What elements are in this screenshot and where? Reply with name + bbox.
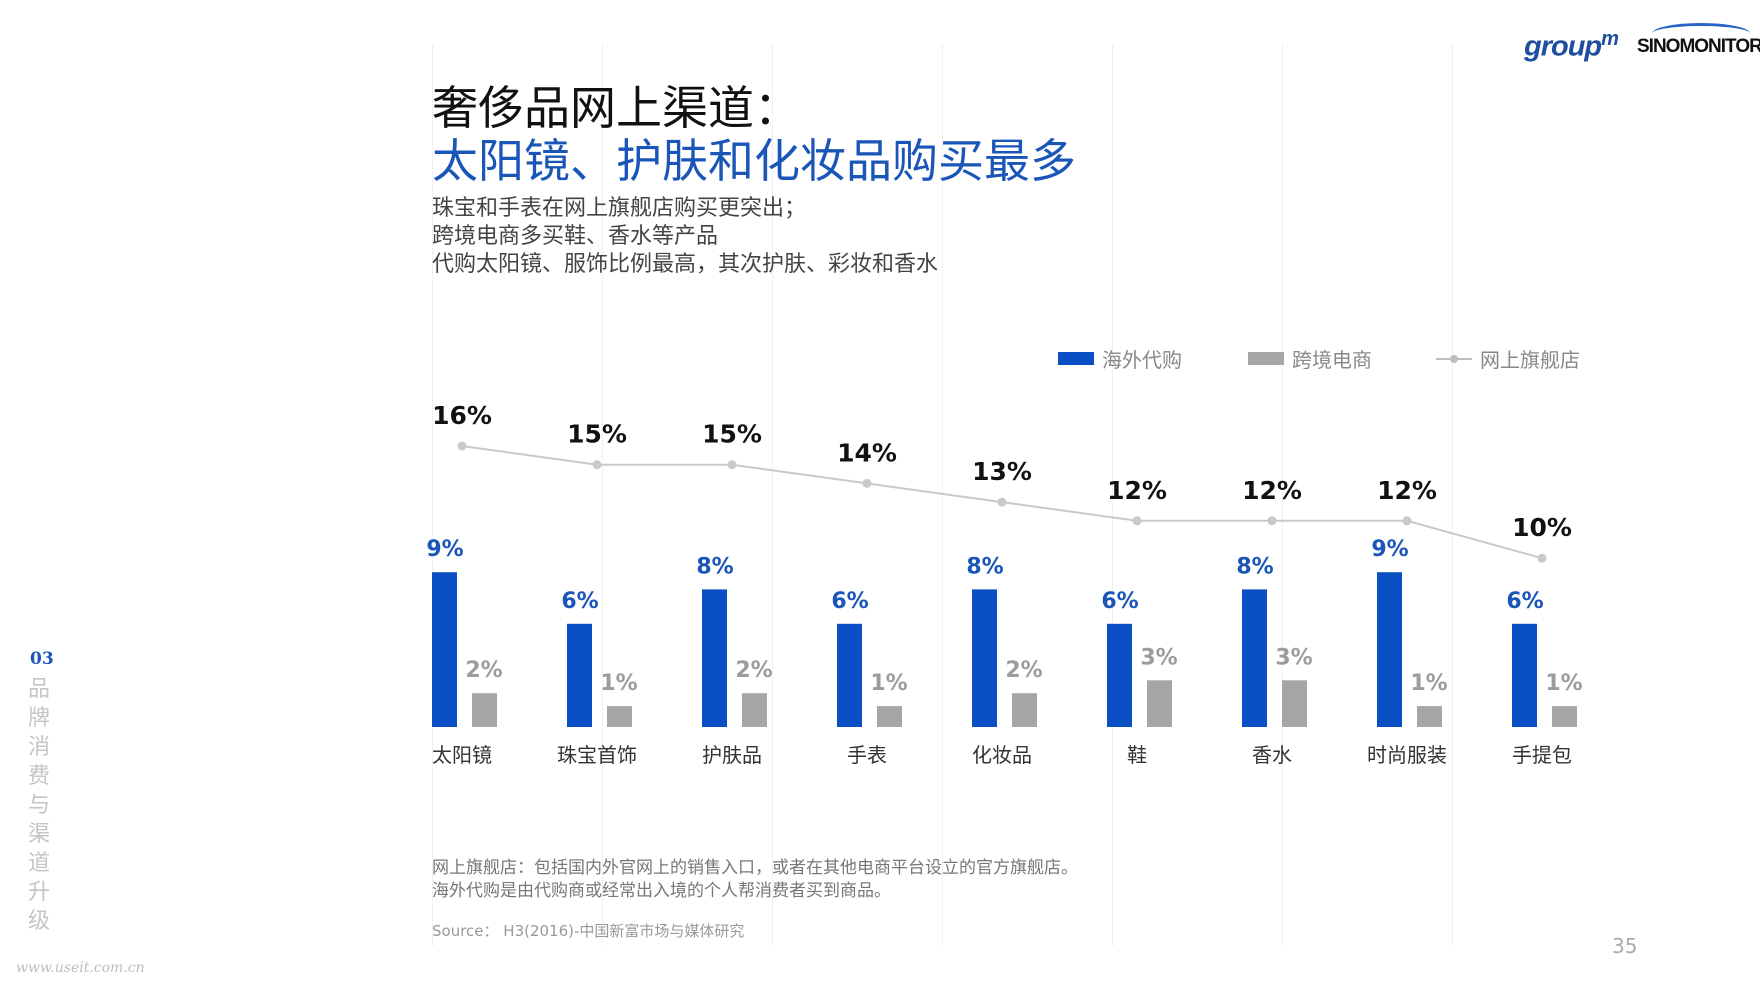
groupm-logo: groupm [1524, 28, 1619, 63]
category-label-0: 太阳镜 [432, 743, 492, 767]
legend-item-overseas: 海外代购 [1058, 344, 1182, 373]
point-flagship-2 [727, 460, 737, 470]
watermark: www.useit.com.cn [16, 960, 145, 976]
category-label-5: 鞋 [1127, 743, 1147, 767]
summary-line-3: 代购太阳镜、服饰比例最高，其次护肤、彩妆和香水 [432, 252, 939, 277]
label-flagship-2: 15% [702, 420, 762, 449]
label-flagship-5: 12% [1107, 476, 1167, 505]
label-overseas-5: 6% [1101, 589, 1138, 614]
category-label-8: 手提包 [1512, 743, 1572, 767]
label-overseas-4: 8% [966, 554, 1003, 579]
label-crossborder-1: 1% [600, 671, 637, 696]
bar-crossborder-7 [1417, 706, 1442, 727]
category-label-3: 手表 [847, 743, 887, 767]
bar-overseas-6 [1242, 589, 1267, 727]
label-crossborder-6: 3% [1275, 645, 1312, 670]
label-flagship-7: 12% [1377, 476, 1437, 505]
sinomonitor-logo: SINOMONITOR [1637, 36, 1760, 57]
legend-label-overseas: 海外代购 [1102, 348, 1182, 372]
footnote-2: 海外代购是由代购商或经常出入境的个人帮消费者买到商品。 [432, 881, 891, 901]
point-flagship-1 [592, 460, 602, 470]
label-overseas-0: 9% [426, 537, 463, 562]
bar-overseas-7 [1377, 572, 1402, 727]
point-flagship-6 [1267, 516, 1277, 526]
summary-line-2: 跨境电商多买鞋、香水等产品 [432, 224, 719, 249]
point-flagship-3 [862, 478, 872, 488]
bar-overseas-1 [567, 623, 592, 727]
category-label-1: 珠宝首饰 [557, 743, 637, 767]
label-crossborder-8: 1% [1545, 671, 1582, 696]
bar-crossborder-6 [1282, 680, 1307, 727]
category-label-2: 护肤品 [702, 743, 762, 767]
label-overseas-8: 6% [1506, 589, 1543, 614]
bar-overseas-0 [432, 572, 457, 727]
label-flagship-4: 13% [972, 457, 1032, 486]
category-label-7: 时尚服装 [1367, 743, 1447, 767]
label-crossborder-5: 3% [1140, 645, 1177, 670]
section-label: 品牌消费与渠道升级 [28, 677, 51, 934]
summary-line-1: 珠宝和手表在网上旗舰店购买更突出； [432, 196, 807, 221]
point-flagship-0 [457, 441, 467, 451]
label-flagship-8: 10% [1512, 513, 1572, 542]
bar-overseas-8 [1512, 623, 1537, 727]
bar-overseas-4 [972, 589, 997, 727]
bar-crossborder-4 [1012, 693, 1037, 727]
label-overseas-6: 8% [1236, 554, 1273, 579]
bar-crossborder-3 [877, 706, 902, 727]
label-flagship-1: 15% [567, 420, 627, 449]
bar-crossborder-0 [472, 693, 497, 727]
source-note: Source： H3(2016)-中国新富市场与媒体研究 [432, 922, 745, 940]
category-label-6: 香水 [1252, 743, 1292, 767]
section-number: 03 [30, 649, 54, 669]
bar-crossborder-8 [1552, 706, 1577, 727]
legend-item-flagship: 网上旗舰店 [1436, 344, 1580, 373]
bar-overseas-5 [1107, 623, 1132, 727]
bar-overseas-3 [837, 623, 862, 727]
label-flagship-6: 12% [1242, 476, 1302, 505]
label-crossborder-4: 2% [1005, 658, 1042, 683]
label-crossborder-0: 2% [465, 658, 502, 683]
label-overseas-2: 8% [696, 554, 733, 579]
legend-label-flagship: 网上旗舰店 [1480, 348, 1580, 372]
bar-crossborder-5 [1147, 680, 1172, 727]
footnote-1: 网上旗舰店：包括国内外官网上的销售入口，或者在其他电商平台设立的官方旗舰店。 [432, 858, 1078, 878]
point-flagship-8 [1537, 553, 1547, 563]
page-subtitle-highlight: 太阳镜、护肤和化妆品购买最多 [432, 134, 1076, 188]
legend-label-crossborder: 跨境电商 [1292, 348, 1372, 372]
page-title: 奢侈品网上渠道： [432, 81, 800, 135]
legend-swatch-flagship [1436, 354, 1472, 363]
category-label-4: 化妆品 [972, 743, 1032, 767]
legend-swatch-overseas [1058, 352, 1094, 365]
label-overseas-3: 6% [831, 589, 868, 614]
label-overseas-7: 9% [1371, 537, 1408, 562]
point-flagship-7 [1402, 516, 1412, 526]
legend-item-crossborder: 跨境电商 [1248, 344, 1372, 373]
bar-crossborder-2 [742, 693, 767, 727]
label-crossborder-7: 1% [1410, 671, 1447, 696]
label-crossborder-3: 1% [870, 671, 907, 696]
legend-swatch-crossborder [1248, 352, 1284, 365]
sinomonitor-logo-arc [1652, 23, 1750, 44]
label-flagship-3: 14% [837, 438, 897, 467]
point-flagship-4 [997, 497, 1007, 507]
bar-overseas-2 [702, 589, 727, 727]
label-crossborder-2: 2% [735, 658, 772, 683]
page-number: 35 [1612, 934, 1638, 958]
bar-crossborder-1 [607, 706, 632, 727]
label-flagship-0: 16% [432, 401, 492, 430]
point-flagship-5 [1132, 516, 1142, 526]
label-overseas-1: 6% [561, 589, 598, 614]
